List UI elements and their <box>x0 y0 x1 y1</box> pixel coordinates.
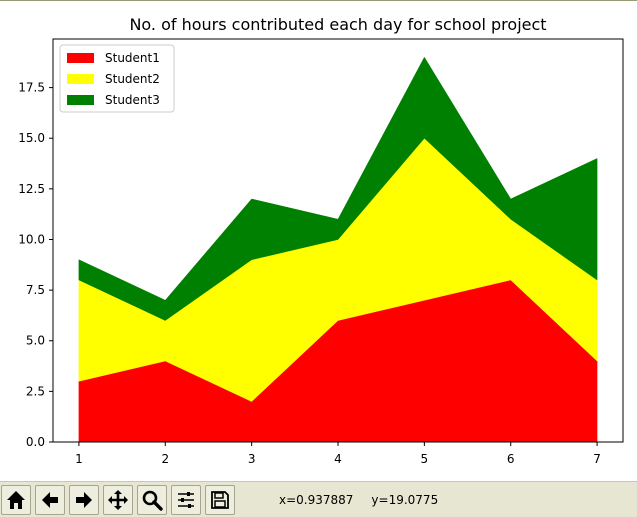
navigation-toolbar: x=0.937887 y=19.0775 <box>0 481 637 517</box>
axes: 1 2 3 4 5 6 7 0.0 2.5 5.0 7.5 10.0 12.5 15.0 17.5 <box>18 38 624 466</box>
home-button[interactable] <box>1 485 31 515</box>
zoom-button[interactable] <box>137 485 167 515</box>
y-tick-label: 7.5 <box>26 283 45 297</box>
figure-canvas[interactable]: No. of hours contributed each day for sc… <box>0 1 637 481</box>
cursor-coordinates: x=0.937887 y=19.0775 <box>279 482 456 517</box>
window-top-border <box>0 0 637 1</box>
back-button[interactable] <box>35 485 65 515</box>
save-button[interactable] <box>205 485 235 515</box>
x-tick-label: 5 <box>421 452 429 466</box>
legend[interactable]: Student1 Student2 Student3 <box>59 44 175 113</box>
legend-label-student1: Student1 <box>105 51 160 65</box>
x-tick-label: 2 <box>161 452 169 466</box>
y-tick-label: 0.0 <box>26 435 45 449</box>
cursor-x-readout: x=0.937887 <box>279 492 354 507</box>
x-tick-label: 7 <box>593 452 601 466</box>
y-tick-label: 10.0 <box>18 232 45 246</box>
y-tick-label: 15.0 <box>18 131 45 145</box>
legend-label-student2: Student2 <box>105 72 160 86</box>
x-tick-label: 3 <box>248 452 256 466</box>
y-tick-label: 2.5 <box>26 384 45 398</box>
legend-swatch-student3 <box>67 95 94 105</box>
legend-label-student3: Student3 <box>105 93 160 107</box>
x-tick-label: 1 <box>75 452 83 466</box>
legend-swatch-student1 <box>67 53 94 63</box>
sliders-icon <box>178 492 194 508</box>
y-tick-label: 17.5 <box>18 81 45 95</box>
magnifier-icon <box>142 490 163 511</box>
area-series-student3 <box>78 56 598 321</box>
cursor-y-readout: y=19.0775 <box>371 492 439 507</box>
move-icon <box>108 490 128 510</box>
y-tick-label: 12.5 <box>18 182 45 196</box>
x-tick-label: 4 <box>334 452 342 466</box>
forward-button[interactable] <box>69 485 99 515</box>
home-icon <box>7 491 25 509</box>
arrow-left-icon <box>42 492 58 508</box>
y-tick-label: 5.0 <box>26 334 45 348</box>
arrow-right-icon <box>76 492 92 508</box>
area-chart: No. of hours contributed each day for sc… <box>18 15 624 466</box>
floppy-disk-icon <box>211 491 229 509</box>
area-series-group <box>78 56 598 443</box>
legend-swatch-student2 <box>67 74 94 84</box>
pan-button[interactable] <box>103 485 133 515</box>
configure-subplots-button[interactable] <box>171 485 201 515</box>
chart-title: No. of hours contributed each day for sc… <box>129 15 546 34</box>
x-tick-label: 6 <box>507 452 515 466</box>
